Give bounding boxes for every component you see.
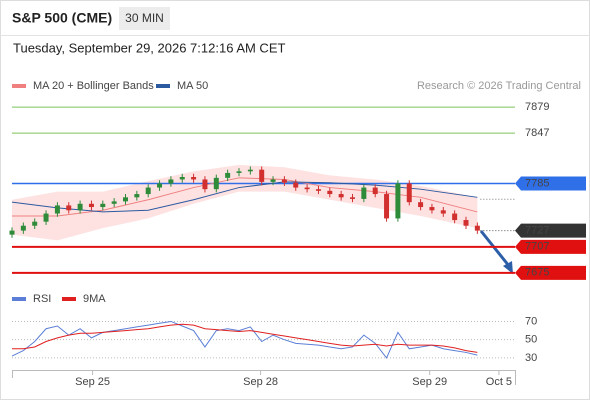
rsi-line [12,323,478,353]
candle-body [247,169,253,172]
candle-body [179,177,185,180]
datetime: Tuesday, September 29, 2026 7:12:16 AM C… [13,40,285,55]
candle-body [281,179,287,183]
candle-body [372,187,378,195]
ma-line [12,177,478,217]
candle-body [395,183,401,219]
legend-label: MA 50 [177,80,208,92]
x-tick-label: Sep 25 [75,376,110,388]
candle-body [327,190,333,195]
candle-body [350,197,355,199]
timeframe: 30 MIN [125,11,164,25]
level-label: 7847 [525,127,549,139]
candle-body [361,187,367,199]
candle-body [474,225,480,231]
level-label: 7879 [525,101,549,113]
y-tick-label: 50 [525,334,537,346]
legend-swatch [12,84,26,88]
y-tick-label: 70 [525,315,537,327]
candle-body [134,194,140,198]
candle-body [88,203,94,208]
level-box [515,176,586,191]
forecast-arrowhead [503,261,513,274]
candle-body [440,210,446,214]
candle-body [54,205,60,214]
x-tick-label: Sep 28 [243,376,278,388]
level-box [515,239,586,254]
candle-body [270,179,276,182]
candle-body [145,187,151,195]
level-label: 7785 [525,177,549,189]
x-tick-label: Oct 5 [486,376,512,388]
candle-body [168,179,174,184]
level-label: 7707 [525,241,549,253]
timeframe-box [119,7,170,30]
attribution: Research © 2026 Trading Central [417,80,581,92]
candle-body [100,203,106,208]
level-label: 7675 [525,267,549,279]
candle-body [213,177,219,190]
candle-body [338,194,344,198]
legend-swatch [62,297,76,301]
candle-body [123,197,128,202]
legend-label: RSI [33,293,51,305]
candle-body [315,189,321,191]
candle-body [452,213,458,221]
forecast-arrow [479,230,511,267]
candle-body [463,220,469,226]
candle-body [225,172,231,178]
bollinger-band [12,164,478,241]
candle-body [111,201,117,204]
candle-body [293,182,299,188]
level-label: 7727 [525,225,549,237]
ma-line [11,181,478,213]
candle-body [384,194,390,219]
candle-body [418,202,424,208]
candle-body [406,183,412,203]
candle-body [66,205,72,211]
level-box [515,265,586,280]
candle-body [9,230,15,235]
legend-swatch [156,84,170,88]
legend-label: MA 20 + Bollinger Bands [33,80,154,92]
candle-body [202,179,208,190]
candle-body [32,221,38,226]
candle-body [429,207,435,211]
x-tick-label: Sep 29 [412,376,447,388]
level-box [515,223,586,238]
symbol: S&P 500 (CME) [12,10,112,26]
candle-body [191,177,197,180]
legend-label: 9MA [83,293,106,305]
candle-body [43,213,49,222]
candle-body [259,169,265,182]
candle-body [236,171,242,173]
rsi-line [11,320,478,359]
candle-body [20,225,26,231]
candle-body [77,203,83,211]
candle-body [304,187,310,190]
candle-body [157,183,163,188]
legend-swatch [12,297,26,301]
y-tick-label: 30 [525,352,537,364]
